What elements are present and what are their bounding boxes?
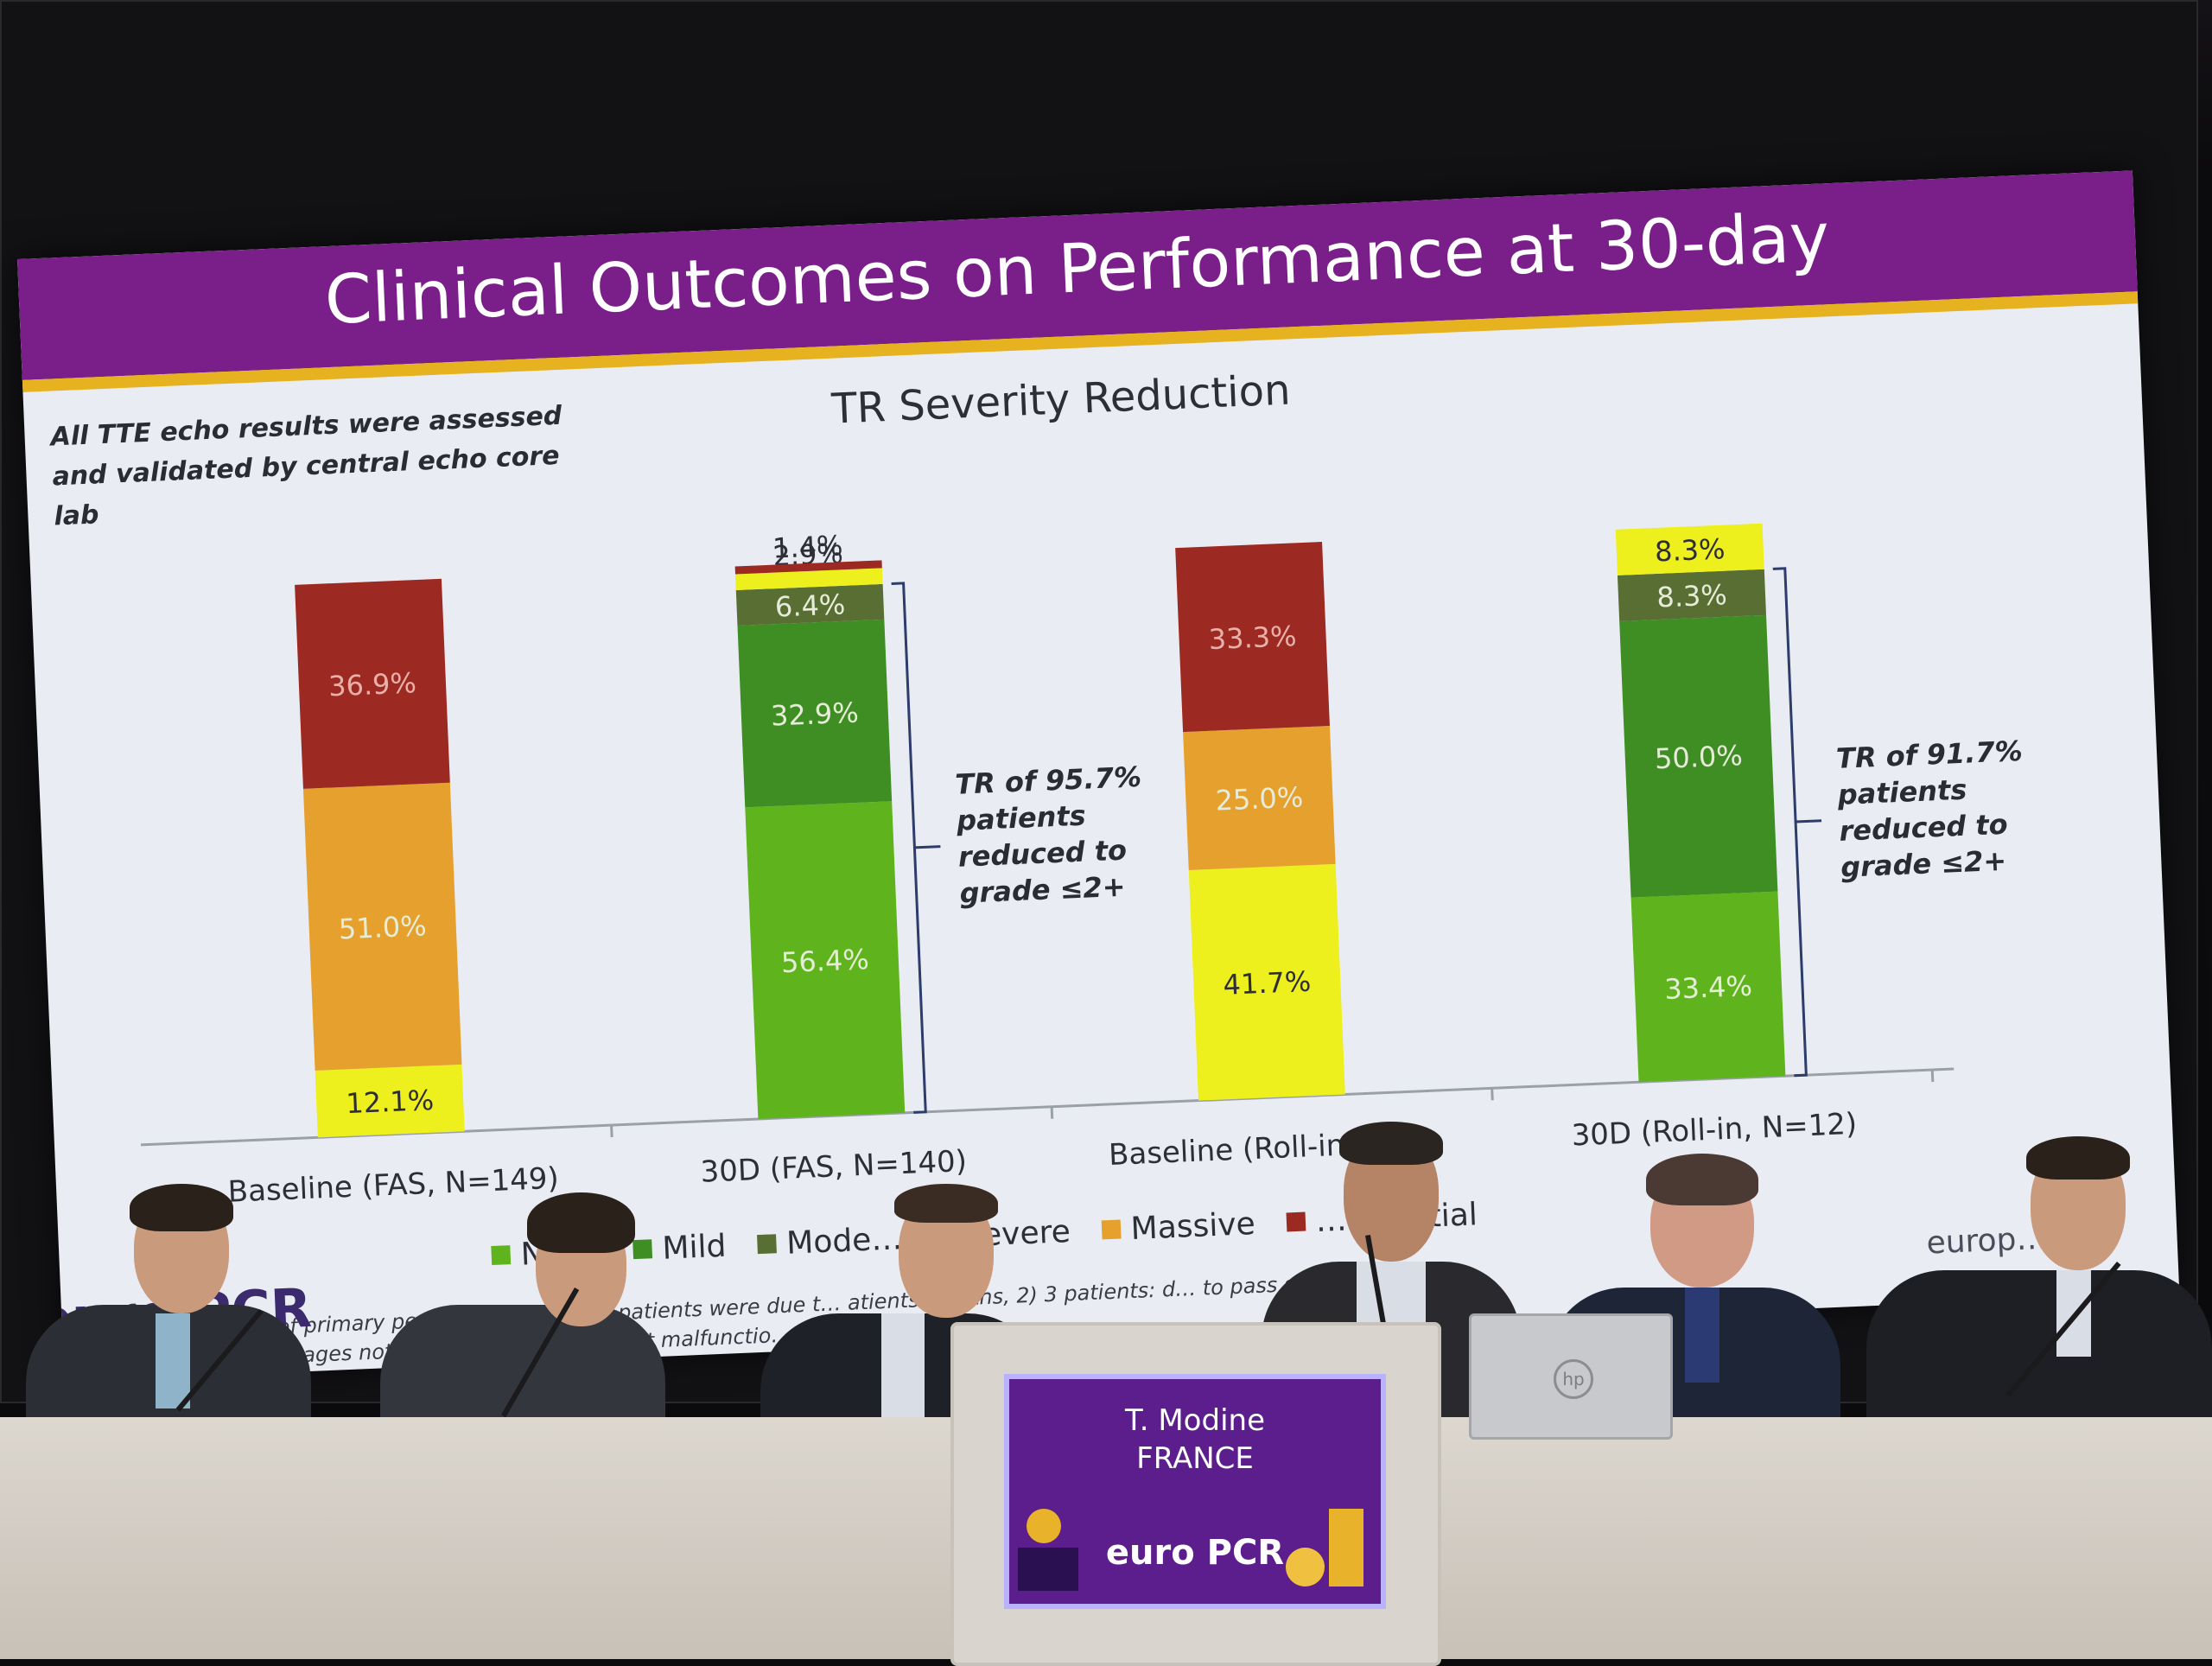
data-label: 8.3% — [1654, 532, 1726, 568]
legend-label: Massive — [1129, 1205, 1256, 1247]
bar-segment — [1183, 725, 1336, 870]
bar-segment — [734, 560, 882, 575]
panelist-hair — [1339, 1122, 1443, 1165]
panelist-hair — [894, 1184, 998, 1223]
bar-segment — [737, 619, 893, 808]
bar-segment — [1188, 863, 1345, 1101]
decorative-circle — [1286, 1548, 1325, 1587]
data-label: 12.1% — [346, 1084, 435, 1120]
panelist-tie — [156, 1313, 190, 1408]
legend-label: Mild — [661, 1228, 728, 1267]
legend-swatch — [1286, 1211, 1306, 1232]
x-axis-tick — [610, 1125, 613, 1138]
bracket-annotation-line: patients — [1836, 773, 1967, 811]
panelist-hair — [2026, 1136, 2130, 1180]
legend-swatch — [1101, 1219, 1122, 1240]
x-axis-tick — [1930, 1069, 1935, 1083]
bar-segment — [295, 578, 450, 789]
speaker-name-sign: T. Modine FRANCE euro PCR — [1004, 1374, 1386, 1609]
bar-segment — [1630, 891, 1786, 1083]
data-label: 36.9% — [327, 666, 416, 703]
x-tick-label: 30D (FAS, N=140) — [700, 1144, 968, 1190]
bracket-annotation-line: grade ≤2+ — [959, 870, 1126, 910]
data-label: 51.0% — [338, 909, 427, 945]
bar-segment — [735, 583, 885, 626]
x-axis-tick — [1491, 1088, 1494, 1101]
decorative-block — [1329, 1509, 1363, 1587]
legend-item: Mild — [632, 1224, 727, 1271]
decorative-circle — [1027, 1509, 1061, 1543]
data-label: 41.7% — [1223, 965, 1312, 1002]
bar-segment — [1617, 569, 1767, 621]
data-label: 32.9% — [770, 696, 859, 732]
legend-item: Mode… — [756, 1217, 903, 1266]
legend-item: Massive — [1101, 1202, 1256, 1251]
data-label: 1.4% — [772, 529, 843, 564]
panelist-hair — [1646, 1154, 1758, 1205]
bar-segment — [302, 782, 462, 1071]
bar-segment — [315, 1064, 465, 1138]
bar-segment — [1619, 614, 1778, 898]
europcr-logo-right: europ… — [1925, 1220, 2049, 1262]
data-label: 25.0% — [1215, 780, 1304, 817]
bracket-connector — [1796, 819, 1822, 823]
decorative-block — [1018, 1548, 1078, 1591]
bar-segment — [1615, 523, 1764, 575]
laptop: hp — [1469, 1313, 1673, 1440]
hp-logo-icon: hp — [1554, 1359, 1593, 1399]
speaker-country: FRANCE — [1136, 1441, 1254, 1476]
bracket-connector — [914, 845, 941, 849]
bracket-annotation-line: TR of 91.7% — [1835, 734, 2023, 775]
data-label: 6.4% — [774, 588, 846, 623]
panelist-tie — [1685, 1288, 1719, 1383]
bracket-annotation-line: TR of 95.7% — [955, 760, 1142, 801]
data-label: 8.3% — [1656, 578, 1728, 614]
data-label: 33.3% — [1208, 620, 1297, 656]
bar-segment — [1175, 542, 1330, 733]
x-tick-label: Baseline (FAS, N=149) — [227, 1161, 560, 1210]
legend-swatch — [632, 1239, 652, 1260]
bracket-annotation-line: reduced to — [1839, 808, 2009, 848]
legend-swatch — [756, 1234, 777, 1255]
panelist-hair — [527, 1192, 635, 1253]
x-tick-label: 30D (Roll-in, N=12) — [1571, 1107, 1858, 1154]
europcr-sign-logo: euro PCR — [1105, 1533, 1285, 1573]
data-label: 33.4% — [1663, 970, 1752, 1006]
legend-label: Mode… — [785, 1220, 904, 1262]
bracket-annotation-line: reduced to — [957, 834, 1128, 874]
bracket-annotation-line: patients — [955, 799, 1086, 837]
stacked-bar-chart: 12.1% 51.0% 36.9% Baseline (FAS, N=149) 56.4… — [140, 523, 2023, 1210]
data-label: 56.4% — [780, 943, 869, 979]
projection-screen: Clinical Outcomes on Performance at 30-d… — [17, 170, 2180, 1382]
data-label: 50.0% — [1654, 739, 1743, 775]
bar-segment — [745, 801, 906, 1119]
speaker-name: T. Modine — [1125, 1403, 1265, 1438]
panelist-hair — [130, 1184, 233, 1231]
legend-swatch — [491, 1245, 512, 1266]
panelist-shirt — [881, 1313, 925, 1417]
bracket-annotation-line: grade ≤2+ — [1840, 844, 2007, 884]
bar-segment — [734, 568, 883, 591]
